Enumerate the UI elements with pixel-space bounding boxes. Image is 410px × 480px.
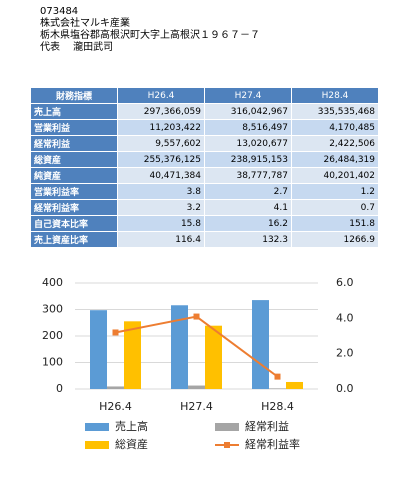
table-row: 営業利益 11,203,422 8,516,497 4,170,485 [30, 119, 379, 136]
table-row: 純資産 40,471,384 38,777,787 40,201,402 [30, 167, 379, 184]
legend-swatch [85, 441, 109, 449]
table-row: 自己資本比率 15.8 16.2 151.8 [30, 215, 379, 232]
value-cell: 151.8 [291, 215, 379, 232]
value-cell: 0.7 [291, 199, 379, 216]
y-tick-label: 300 [42, 303, 63, 316]
header-cell: H28.4 [291, 87, 379, 104]
y2-tick-label: 6.0 [336, 276, 354, 289]
legend-swatch [215, 423, 239, 431]
value-cell: 13,020,677 [204, 135, 292, 152]
bar [171, 305, 188, 389]
y-tick-label: 0 [56, 382, 63, 395]
value-cell: 132.3 [204, 231, 292, 248]
x-tick-label: H26.4 [99, 400, 132, 413]
y-tick-label: 100 [42, 356, 63, 369]
bar [252, 300, 269, 389]
value-cell: 26,484,319 [291, 151, 379, 168]
row-label: 売上資産比率 [30, 231, 118, 248]
table-row: 経常利益率 3.2 4.1 0.7 [30, 199, 379, 216]
value-cell: 116.4 [117, 231, 205, 248]
bar [286, 381, 303, 389]
value-cell: 1.2 [291, 183, 379, 200]
value-cell: 3.8 [117, 183, 205, 200]
value-cell: 15.8 [117, 215, 205, 232]
bar [107, 386, 124, 389]
bar [269, 388, 286, 389]
header-cell: 財務指標 [30, 87, 118, 104]
bar [205, 325, 222, 389]
company: 株式会社マルキ産業 [40, 18, 130, 29]
value-cell: 2,422,506 [291, 135, 379, 152]
legend-label: 経常利益率 [245, 437, 300, 451]
legend-swatch [85, 423, 109, 431]
row-label: 営業利益 [30, 119, 118, 136]
header: 073484 株式会社マルキ産業 栃木県塩谷郡高根沢町大字上高根沢１９６７－７ … [40, 6, 260, 54]
line-marker [193, 313, 200, 320]
line-marker [112, 329, 119, 336]
legend-label: 売上高 [115, 419, 148, 433]
value-cell: 4,170,485 [291, 119, 379, 136]
value-cell: 238,915,153 [204, 151, 292, 168]
legend-marker [224, 442, 230, 448]
bar [90, 310, 107, 389]
value-cell: 38,777,787 [204, 167, 292, 184]
value-cell: 11,203,422 [117, 119, 205, 136]
bar [188, 385, 205, 389]
address: 栃木県塩谷郡高根沢町大字上高根沢１９６７－７ [40, 30, 260, 41]
row-label: 純資産 [30, 167, 118, 184]
value-cell: 1266.9 [291, 231, 379, 248]
table-row: 売上資産比率 116.4 132.3 1266.9 [30, 231, 379, 248]
y-tick-label: 200 [42, 329, 63, 342]
line-marker [274, 373, 281, 380]
representative: 代表 瀧田武司 [40, 42, 114, 53]
row-label: 売上高 [30, 103, 118, 120]
value-cell: 316,042,967 [204, 103, 292, 120]
legend-label: 総資産 [115, 437, 148, 451]
y2-tick-label: 2.0 [336, 347, 354, 360]
y2-tick-label: 0.0 [336, 382, 354, 395]
row-label: 自己資本比率 [30, 215, 118, 232]
y2-tick-label: 4.0 [336, 311, 354, 324]
legend-label: 経常利益 [245, 419, 289, 433]
value-cell: 40,201,402 [291, 167, 379, 184]
bar [124, 321, 141, 389]
header-cell: H26.4 [117, 87, 205, 104]
x-tick-label: H27.4 [180, 400, 213, 413]
financial-table: 財務指標 H26.4 H27.4 H28.4 売上高 297,366,059 316,042… [30, 87, 379, 248]
y-tick-label: 400 [42, 276, 63, 289]
code: 073484 [40, 6, 79, 17]
x-tick-label: H28.4 [261, 400, 294, 413]
table-row: 経常利益 9,557,602 13,020,677 2,422,506 [30, 135, 379, 152]
table-row: 総資産 255,376,125 238,915,153 26,484,319 [30, 151, 379, 168]
